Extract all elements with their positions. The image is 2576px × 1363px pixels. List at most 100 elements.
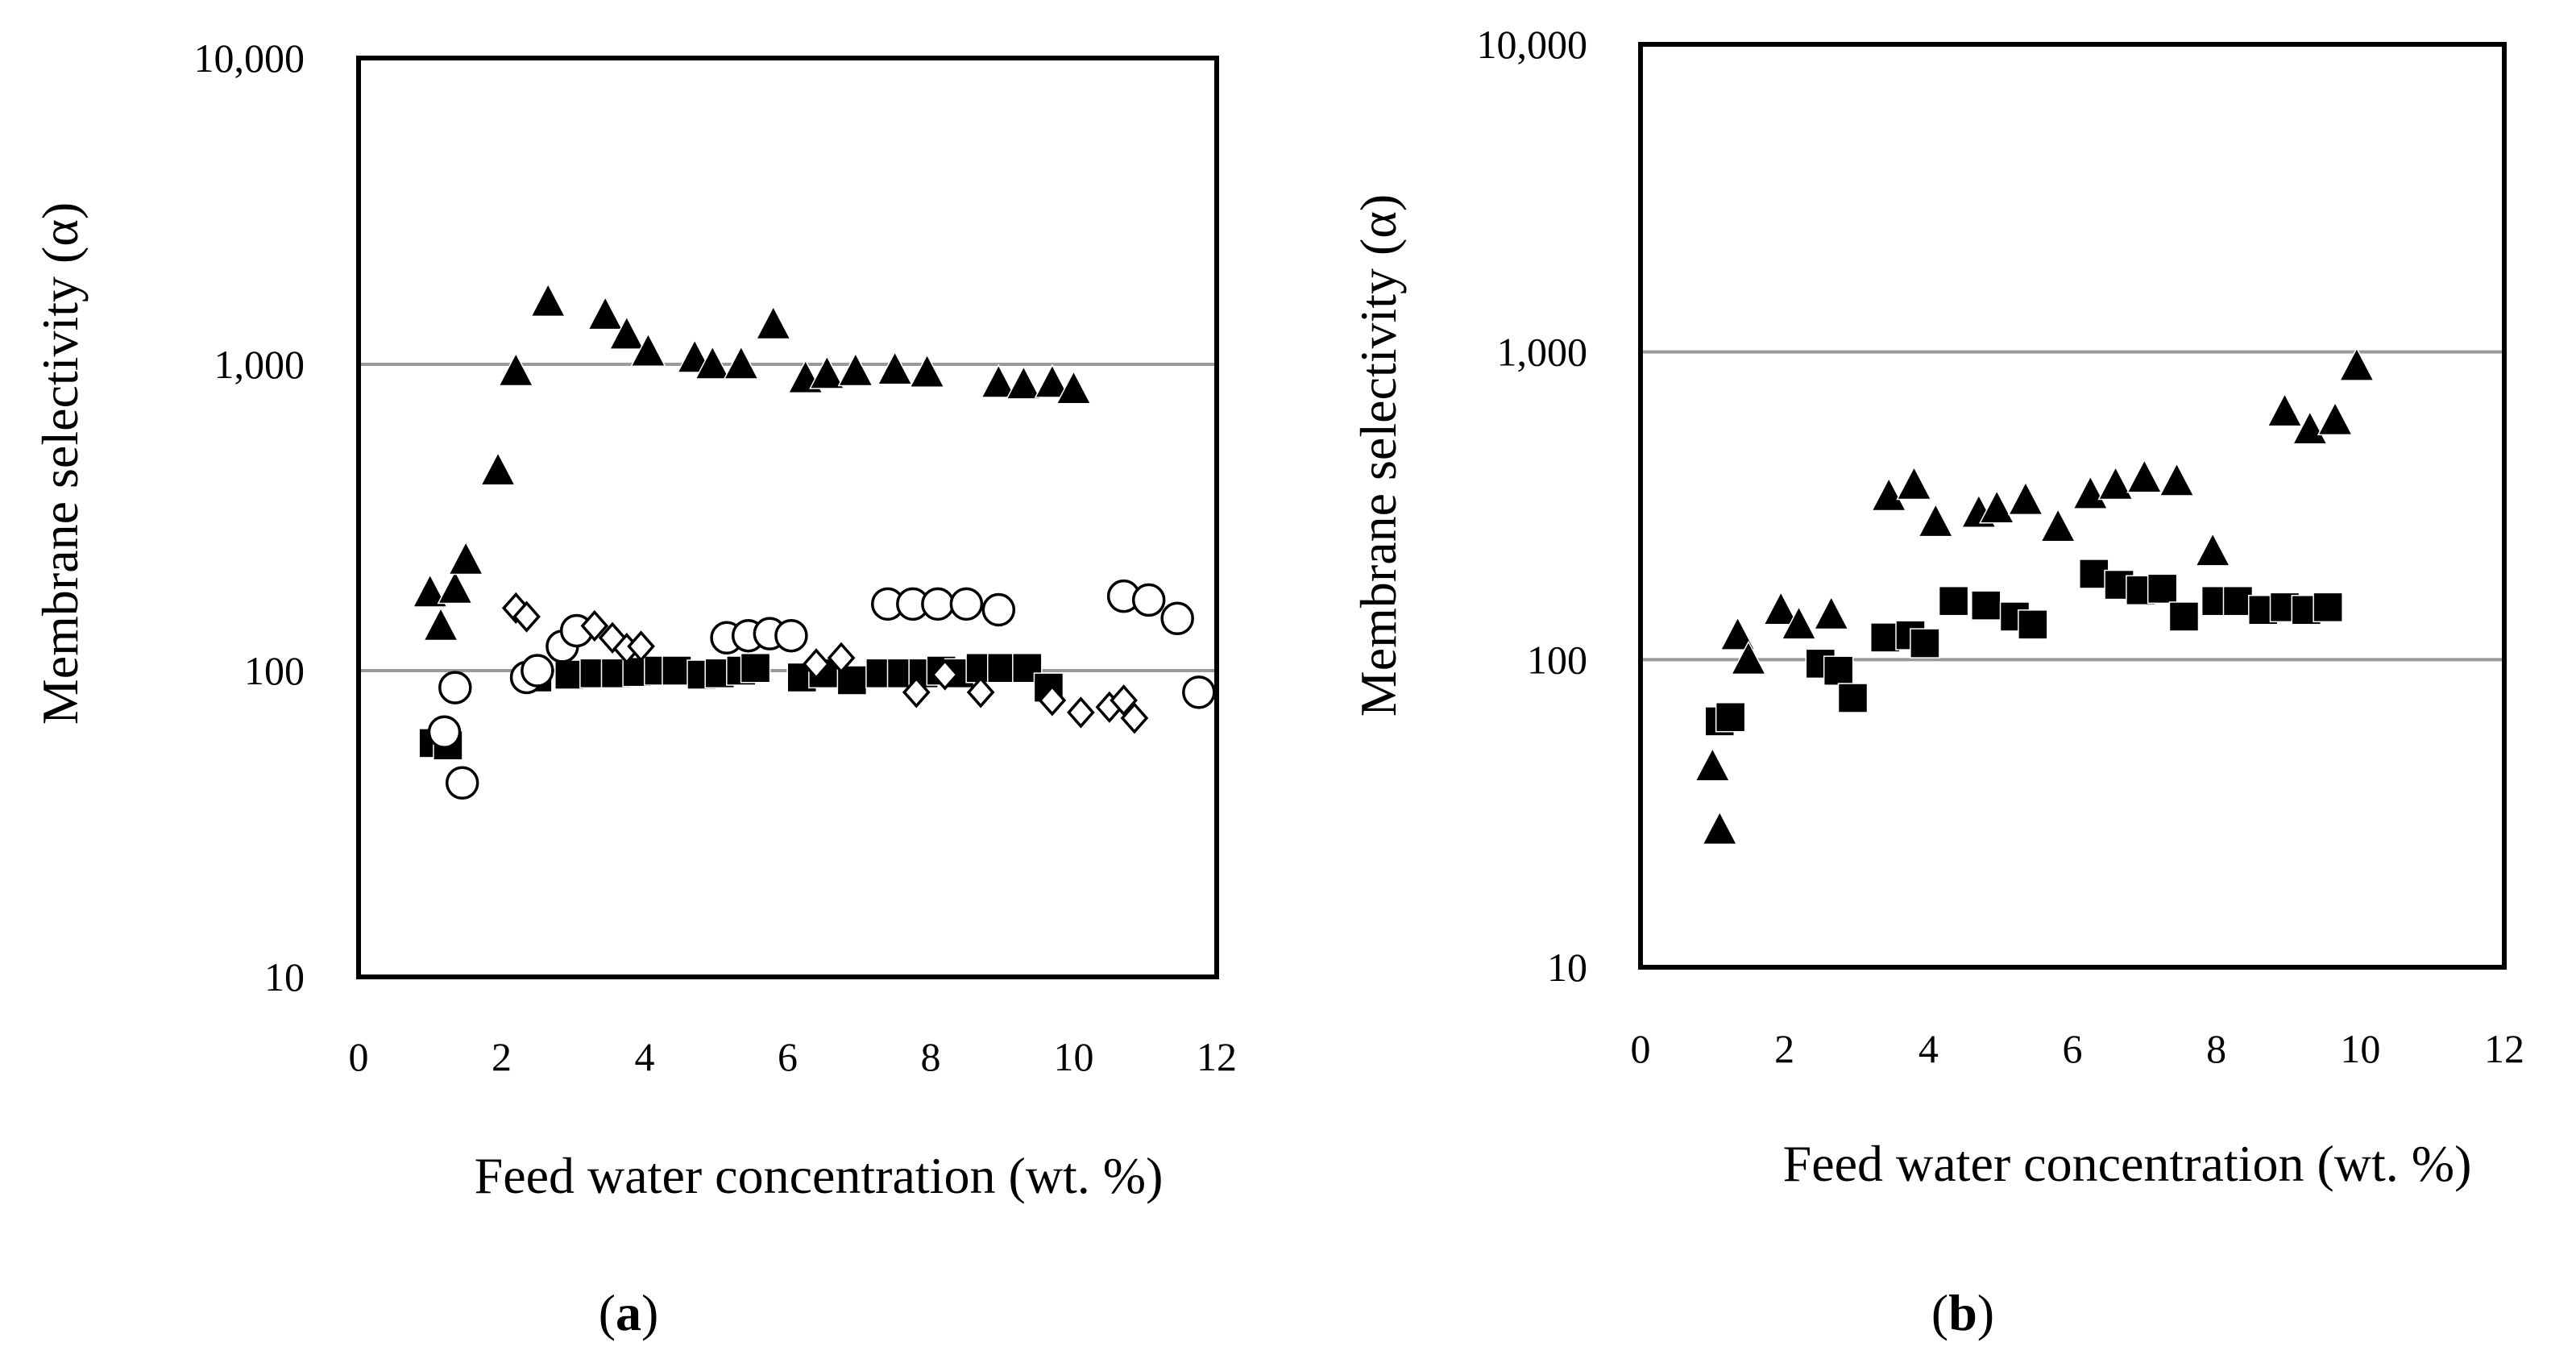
panel-b-point-square-filled — [2147, 573, 2178, 605]
panel-a-point-triangle-filled — [630, 332, 666, 368]
panel-b-point-triangle-filled — [2097, 465, 2134, 501]
panel-a-y-tick-label: 10 — [264, 954, 305, 999]
panel-a-point-circle-open — [1182, 675, 1216, 709]
panel-a-point-triangle-filled — [1006, 365, 1042, 400]
panel-a-point-triangle-filled — [422, 606, 459, 642]
panel-a-point-triangle-filled — [412, 573, 448, 608]
panel-b-point-triangle-filled — [2007, 480, 2044, 516]
panel-a-point-triangle-filled — [498, 351, 534, 387]
panel-a-point-circle-open — [445, 766, 479, 800]
panel-a-label: (a) — [599, 1284, 659, 1341]
panel-b-gridlines — [1641, 350, 2504, 662]
panel-a-y-axis-label: Membrane selectivity (α) — [31, 202, 89, 725]
panel-b-point-triangle-filled — [2072, 475, 2109, 509]
panel-b-y-tick-label: 100 — [1527, 637, 1587, 682]
panel-b-point-triangle-filled — [2317, 401, 2354, 436]
panel-a-label-open: ( — [599, 1284, 616, 1341]
panel-a-point-triangle-filled — [723, 345, 760, 380]
panel-a-point-diamond-open — [902, 676, 931, 709]
panel-a-point-triangle-filled — [877, 351, 913, 385]
panel-a: 10 100 1,000 10,000 0 2 4 6 8 10 12 Membrane sele… — [31, 35, 1237, 1341]
panel-a-point-circle-open — [427, 715, 462, 750]
panel-a-x-tick-label: 4 — [635, 1034, 655, 1079]
panel-a-point-diamond-open — [931, 659, 960, 691]
panel-a-point-diamond-open — [966, 676, 995, 709]
panel-a-point-diamond-open — [512, 600, 541, 633]
panel-a-x-ticks: 0 2 4 6 8 10 12 — [349, 1034, 1238, 1079]
panel-a-x-tick-label: 2 — [492, 1034, 512, 1079]
panel-a-y-tick-label: 1,000 — [214, 342, 305, 387]
panel-a-point-diamond-open — [1067, 696, 1095, 729]
panel-a-x-tick-label: 6 — [778, 1034, 798, 1079]
panel-b-x-axis-label: Feed water concentration (wt. %) — [1783, 1135, 2472, 1192]
panel-a-point-triangle-filled — [437, 569, 474, 605]
panel-b-point-square-filled — [2018, 609, 2048, 640]
panel-b-point-triangle-filled — [2126, 459, 2163, 493]
panel-b-point-square-filled — [1715, 701, 1746, 733]
panel-b: 10 100 1,000 10,000 0 2 4 6 8 10 12 Membrane sele… — [1350, 22, 2524, 1341]
panel-b-data-points — [1695, 347, 2375, 846]
panel-b-point-square-filled — [2079, 559, 2109, 589]
panel-b-point-triangle-filled — [1813, 595, 1849, 630]
panel-b-y-tick-label: 1,000 — [1497, 330, 1588, 375]
panel-a-point-square-filled — [740, 652, 771, 684]
panel-b-point-square-filled — [1971, 590, 2001, 621]
panel-b-x-tick-label: 8 — [2206, 1026, 2226, 1071]
panel-b-y-tick-label: 10,000 — [1477, 22, 1588, 67]
panel-a-x-axis-label: Feed water concentration (wt. %) — [475, 1147, 1164, 1204]
panel-a-point-triangle-filled — [809, 355, 845, 389]
panel-b-point-square-filled — [1837, 683, 1869, 713]
panel-a-x-tick-label: 0 — [349, 1034, 369, 1079]
panel-a-y-tick-label: 10,000 — [194, 35, 305, 81]
panel-b-x-tick-label: 10 — [2340, 1026, 2380, 1071]
panel-b-point-square-filled — [2168, 601, 2200, 632]
panel-a-point-diamond-open — [1120, 702, 1149, 734]
panel-a-point-circle-open — [949, 587, 984, 621]
panel-a-point-triangle-filled — [909, 353, 945, 388]
panel-a-point-circle-open — [921, 587, 955, 621]
panel-b-x-tick-label: 4 — [1919, 1026, 1939, 1071]
panel-a-x-tick-label: 10 — [1054, 1034, 1094, 1079]
panel-a-point-triangle-filled — [608, 315, 645, 350]
panel-b-point-triangle-filled — [1762, 591, 1799, 625]
panel-a-point-triangle-filled — [695, 345, 731, 380]
panel-b-point-triangle-filled — [1781, 605, 1817, 640]
panel-b-x-tick-label: 2 — [1774, 1026, 1794, 1071]
panel-b-point-triangle-filled — [2039, 508, 2076, 542]
panel-a-point-triangle-filled — [1056, 370, 1092, 405]
panel-a-label-letter: a — [616, 1284, 641, 1341]
panel-b-point-square-filled — [1823, 655, 1854, 686]
panel-a-point-triangle-filled — [1034, 364, 1071, 398]
panel-a-point-square-filled — [987, 652, 1018, 684]
panel-a-point-triangle-filled — [837, 351, 874, 387]
panel-a-point-circle-open — [438, 671, 472, 704]
panel-a-y-ticks: 10 100 1,000 10,000 — [194, 35, 305, 999]
panel-b-x-tick-label: 6 — [2063, 1026, 2083, 1071]
panel-b-x-ticks: 0 2 4 6 8 10 12 — [1631, 1026, 2525, 1071]
panel-a-point-circle-open — [1131, 583, 1166, 617]
panel-a-point-triangle-filled — [447, 540, 484, 576]
panel-a-point-diamond-open — [1038, 684, 1067, 717]
panel-b-point-triangle-filled — [1870, 476, 1907, 512]
panel-b-point-square-filled — [2313, 592, 2343, 623]
panel-b-label: (b) — [1931, 1284, 1994, 1341]
panel-a-point-circle-open — [1160, 601, 1194, 636]
panel-a-y-tick-label: 100 — [244, 648, 305, 693]
panel-b-x-tick-label: 0 — [1631, 1026, 1651, 1071]
panel-a-point-diamond-open — [1110, 684, 1138, 717]
panel-a-point-diamond-open — [627, 630, 655, 663]
panel-a-point-triangle-filled — [529, 282, 566, 318]
panel-a-point-triangle-filled — [755, 305, 791, 340]
panel-a-point-diamond-open — [802, 648, 831, 680]
panel-b-label-open: ( — [1931, 1284, 1948, 1341]
panel-b-point-square-filled — [2222, 585, 2254, 617]
panel-b-point-triangle-filled — [1702, 810, 1738, 846]
panel-b-point-triangle-filled — [1730, 640, 1767, 675]
panel-b-plot-frame — [1638, 42, 2507, 970]
panel-b-point-square-filled — [1938, 585, 1969, 617]
panel-b-point-triangle-filled — [2292, 410, 2329, 445]
panel-b-point-triangle-filled — [1918, 503, 1954, 538]
panel-a-point-circle-open — [521, 654, 554, 688]
panel-a-x-tick-label: 12 — [1197, 1034, 1237, 1079]
panel-a-point-triangle-filled — [479, 451, 516, 486]
